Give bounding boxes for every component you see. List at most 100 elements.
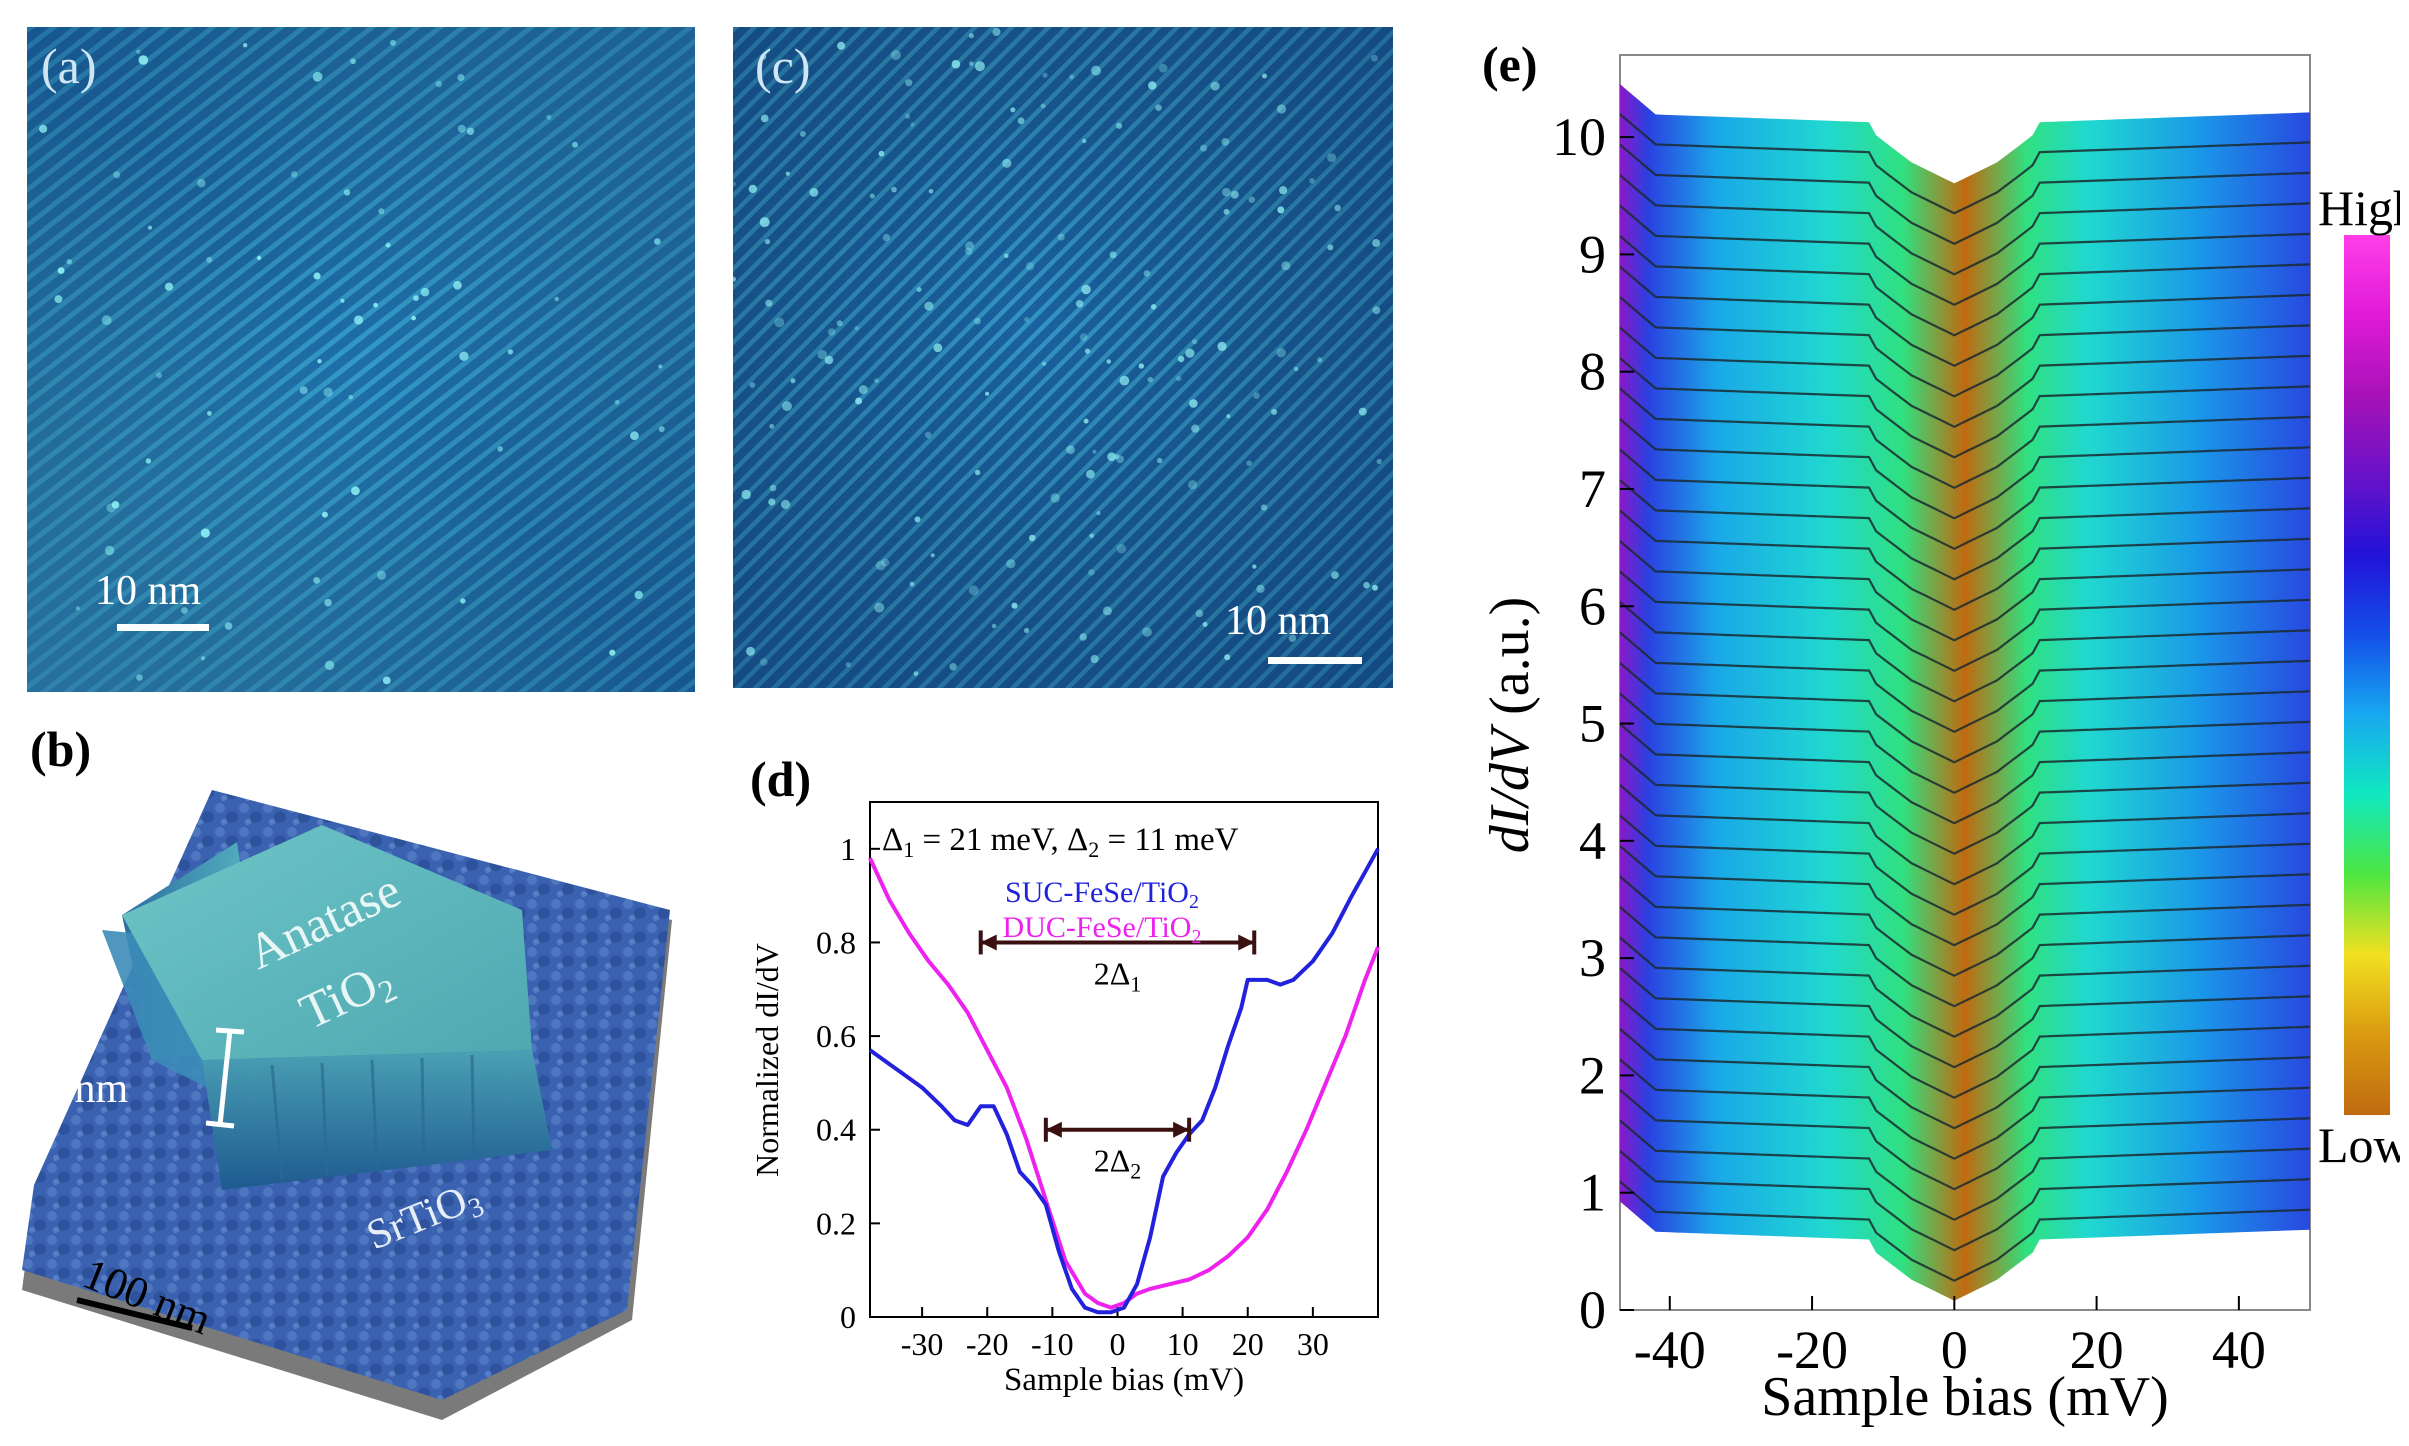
adatom [827,328,836,336]
adatom [1177,355,1185,363]
x-tick-label: -40 [1634,1320,1706,1380]
adatom [1057,233,1065,241]
gap-arrowhead [1045,1121,1062,1138]
adatom [965,247,973,256]
spectrum-line [1620,387,2310,490]
crystal-top-face [122,825,532,1060]
x-tick-label: 0 [1941,1320,1968,1380]
adatom [1358,407,1367,416]
adatom [1210,81,1220,91]
spectrum-line [1620,509,2310,612]
adatom [634,590,643,600]
adatom [554,296,559,302]
series-suc-line [868,847,1380,1315]
adatom [457,124,466,133]
adatom [768,498,776,506]
adatom [845,662,851,668]
adatom [1262,73,1267,79]
adatom [881,558,890,567]
adatom [985,391,990,396]
adatom [1327,244,1334,251]
adatom [497,446,504,452]
panel-label-d: (d) [750,751,812,807]
adatom [933,343,943,353]
y-tick-label: 0.6 [816,1018,856,1054]
chart-d-ylabel: Normalized dI/dV [749,943,785,1177]
adatom [1040,103,1046,109]
adatom [1246,460,1252,467]
stm-image-a: (a) 10 nm [27,27,695,692]
adatom [1024,317,1030,322]
spectrum-line [1620,479,2310,581]
adatom [836,320,843,327]
spectrum-line [1620,1028,2310,1130]
adatom [324,660,335,670]
adatom [733,181,736,187]
y-tick-label: 3 [1579,928,1606,988]
adatom [891,186,897,193]
adatom [382,676,391,685]
adatom [928,188,934,194]
adatom [1079,633,1087,641]
scalebar-c [1268,657,1362,664]
adatom [460,598,466,604]
adatom [817,349,827,360]
adatom [916,287,922,292]
adatom [782,401,792,412]
adatom [1091,65,1101,76]
adatom [317,359,322,364]
adatom [378,208,385,215]
adatom [1277,206,1285,214]
chart-e-xlabel: Sample bias (mV) [1761,1366,2168,1428]
adatom [1081,284,1091,295]
y-tick-label: 5 [1579,694,1606,754]
adatom [951,59,961,69]
chart-e-svg: -40 -20 0 20 40 0 1 2 3 4 5 6 7 8 9 10 High Low Sample … [1479,54,2409,1428]
chart-e: -40 -20 0 20 40 0 1 2 3 4 5 6 7 8 9 10 High Low Sample … [1420,25,2409,1435]
scalebar-a [117,624,209,631]
spectrum-line [1620,265,2310,368]
adatom [1224,654,1231,661]
adatom [968,585,979,596]
adatom [546,114,552,120]
adatom [138,55,149,65]
spectrum-line [1620,113,2310,215]
adatom [207,411,212,416]
adatom [1010,107,1016,113]
adatom [774,317,785,328]
panel-label-c: (c) [755,38,811,94]
adatom [313,577,320,584]
adatom [905,113,911,119]
stm-image-c: (c) 10 nm [733,27,1393,688]
label-height: 15 nm [22,1066,129,1112]
panel-label-e: (e) [1482,36,1538,92]
adatom [136,674,143,681]
chart-d-frame [869,801,1379,1318]
y-tick-label: 9 [1579,224,1606,284]
adatom [905,79,913,87]
adatom [1083,418,1089,424]
height-marker [205,1027,245,1129]
adatom [411,315,416,321]
spectrum-line [1620,723,2310,825]
adatom [614,399,620,405]
adatom [1157,457,1163,464]
adatom [1089,533,1095,539]
adatom [1372,306,1381,315]
adatom [780,499,791,509]
adatom [1109,251,1117,259]
adatom [1082,138,1087,144]
adatom [855,397,863,405]
stm-topography-c [733,27,1393,688]
y-tick-label: 7 [1579,459,1606,519]
adatom [1363,581,1370,589]
x-tick-label: -20 [966,1326,1009,1362]
adatom [769,484,777,492]
legend-suc: SUC-FeSe/TiO2 [1005,876,1199,913]
adatom [1088,569,1095,576]
adatom [377,570,386,580]
spectrum-line [1620,1180,2310,1282]
adatom [1327,153,1337,163]
adatom [156,372,163,379]
adatom [136,49,141,54]
